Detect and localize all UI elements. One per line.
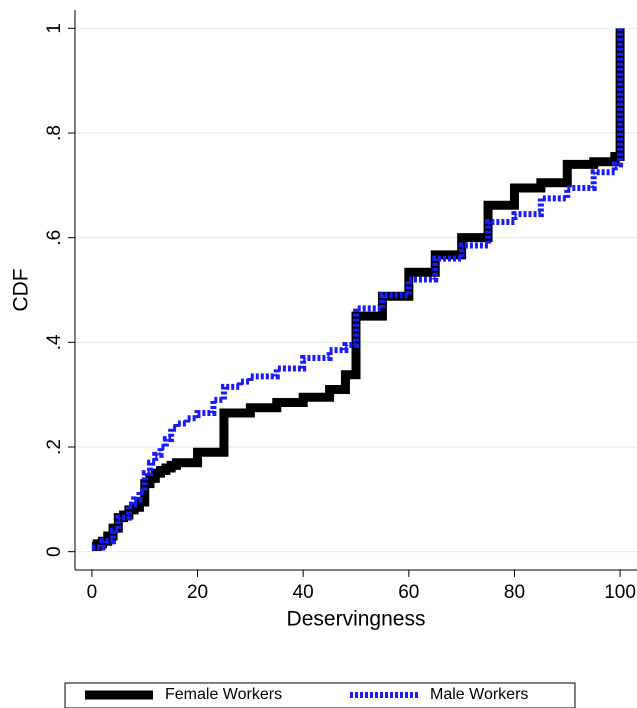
y-tick-label: .2	[44, 439, 65, 455]
y-tick-label: 1	[44, 23, 65, 34]
y-tick-label: .6	[44, 230, 65, 246]
legend-label: Female Workers	[165, 686, 282, 703]
x-tick-label: 100	[604, 582, 636, 603]
cdf-line	[91, 28, 625, 551]
x-tick-label: 80	[504, 582, 525, 603]
cdf-line	[91, 28, 624, 551]
legend-label: Male Workers	[430, 686, 528, 703]
x-tick-label: 20	[187, 582, 208, 603]
x-axis-title: Deservingness	[287, 608, 426, 631]
x-tick-label: 60	[398, 582, 419, 603]
y-tick-label: .4	[44, 334, 65, 350]
y-tick-label: 0	[44, 546, 65, 557]
x-tick-label: 40	[293, 582, 314, 603]
y-tick-label: .8	[44, 125, 65, 141]
x-tick-label: 0	[87, 582, 98, 603]
y-axis-title: CDF	[10, 268, 33, 311]
